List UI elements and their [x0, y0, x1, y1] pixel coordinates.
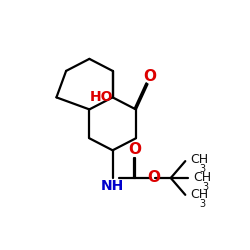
- Text: CH: CH: [190, 153, 208, 166]
- Text: O: O: [128, 142, 141, 156]
- Text: O: O: [144, 70, 156, 84]
- Text: HO: HO: [90, 90, 114, 104]
- Text: 3: 3: [203, 182, 209, 192]
- Text: NH: NH: [101, 180, 124, 194]
- Text: 3: 3: [200, 164, 206, 174]
- Text: CH: CH: [193, 171, 211, 184]
- Text: 3: 3: [200, 200, 206, 209]
- Text: CH: CH: [190, 188, 208, 201]
- Text: O: O: [147, 170, 160, 186]
